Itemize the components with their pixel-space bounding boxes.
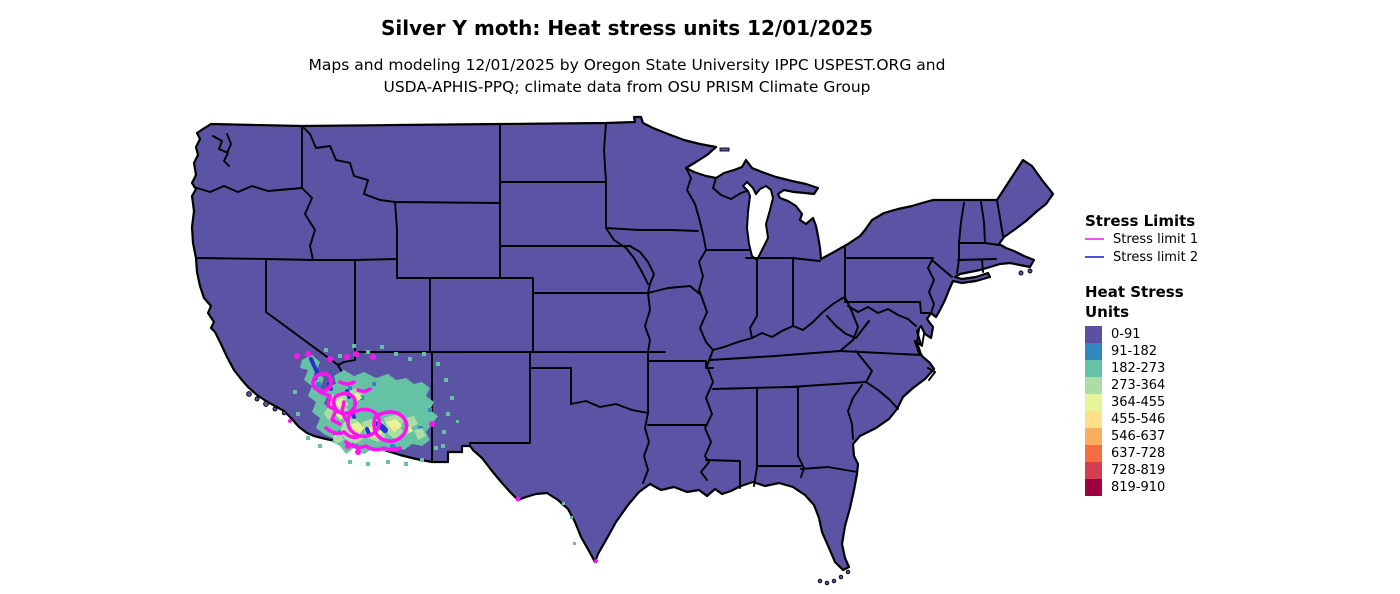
- channel-island: [254, 396, 260, 402]
- channel-island: [272, 406, 278, 412]
- legend-item-label: Stress limit 1: [1113, 231, 1199, 247]
- class-label: 364-455: [1111, 395, 1166, 410]
- legend-class-row: 91-182: [1085, 343, 1385, 360]
- class-label: 455-546: [1111, 412, 1166, 427]
- florida-key: [831, 578, 837, 584]
- great-lakes: [742, 181, 774, 261]
- figure-header: Silver Y moth: Heat stress units 12/01/2…: [0, 16, 1254, 98]
- color-swatch: [1085, 326, 1102, 343]
- heat-stress-classes: 0-91 91-182 182-273 273-364 364-455 455-…: [1085, 326, 1385, 496]
- legend-class-row: 819-910: [1085, 479, 1385, 496]
- figure-subtitle-line1: Maps and modeling 12/01/2025 by Oregon S…: [308, 56, 946, 74]
- legend-item-label: Stress limit 2: [1113, 249, 1199, 265]
- class-label: 637-728: [1111, 446, 1166, 461]
- color-swatch: [1085, 360, 1102, 377]
- conus-outline: [190, 115, 1055, 572]
- class-label: 182-273: [1111, 361, 1166, 376]
- color-swatch: [1085, 411, 1102, 428]
- legend-spacer: [1085, 266, 1385, 282]
- stress-limits-heading: Stress Limits: [1085, 212, 1196, 230]
- class-label: 819-910: [1111, 480, 1166, 495]
- state-borders: [193, 122, 1004, 489]
- marthas-vineyard-island: [1027, 268, 1033, 274]
- florida-key: [817, 578, 823, 584]
- class-label: 0-91: [1111, 327, 1141, 342]
- figure-title: Silver Y moth: Heat stress units 12/01/2…: [380, 16, 873, 40]
- isle-royale: [719, 147, 730, 152]
- color-swatch: [1085, 343, 1102, 360]
- florida-key: [838, 574, 844, 580]
- stress-limit-1-contours: [311, 372, 409, 452]
- heat-stress-heading-line2: Units: [1085, 303, 1130, 321]
- color-swatch: [1085, 428, 1102, 445]
- lake-michigan: [742, 181, 774, 261]
- legend-class-row: 455-546: [1085, 411, 1385, 428]
- legend-item-stress-limit-2: Stress limit 2: [1085, 248, 1385, 266]
- legend-class-row: 546-637: [1085, 428, 1385, 445]
- florida-key: [824, 580, 830, 586]
- nantucket-island: [1018, 270, 1024, 276]
- stress-limit-1-dots: [288, 351, 598, 563]
- color-swatch: [1085, 394, 1102, 411]
- color-swatch: [1085, 479, 1102, 496]
- color-swatch: [1085, 445, 1102, 462]
- class-label: 728-819: [1111, 463, 1166, 478]
- islands: [246, 147, 1033, 586]
- color-swatch: [1085, 377, 1102, 394]
- heat-stress-heading-line1: Heat Stress: [1085, 283, 1184, 301]
- legend-class-row: 273-364: [1085, 377, 1385, 394]
- legend: Stress Limits Stress limit 1 Stress limi…: [1085, 212, 1385, 496]
- legend-class-row: 637-728: [1085, 445, 1385, 462]
- legend-class-row: 728-819: [1085, 462, 1385, 479]
- legend-item-stress-limit-1: Stress limit 1: [1085, 230, 1385, 248]
- color-swatch: [1085, 462, 1102, 479]
- channel-island: [246, 391, 252, 397]
- figure-subtitle-line2: USDA-APHIS-PPQ; climate data from OSU PR…: [383, 78, 871, 96]
- class-label: 273-364: [1111, 378, 1166, 393]
- conus-landmass: [190, 115, 1055, 572]
- class-label: 91-182: [1111, 344, 1158, 359]
- class-label: 546-637: [1111, 429, 1166, 444]
- florida-key: [845, 569, 851, 575]
- channel-island: [281, 410, 287, 416]
- legend-class-row: 0-91: [1085, 326, 1385, 343]
- legend-class-row: 364-455: [1085, 394, 1385, 411]
- legend-class-row: 182-273: [1085, 360, 1385, 377]
- stress-limit-1-line-icon: [1085, 238, 1104, 240]
- channel-island: [263, 401, 269, 407]
- stress-limit-2-line-icon: [1085, 256, 1104, 258]
